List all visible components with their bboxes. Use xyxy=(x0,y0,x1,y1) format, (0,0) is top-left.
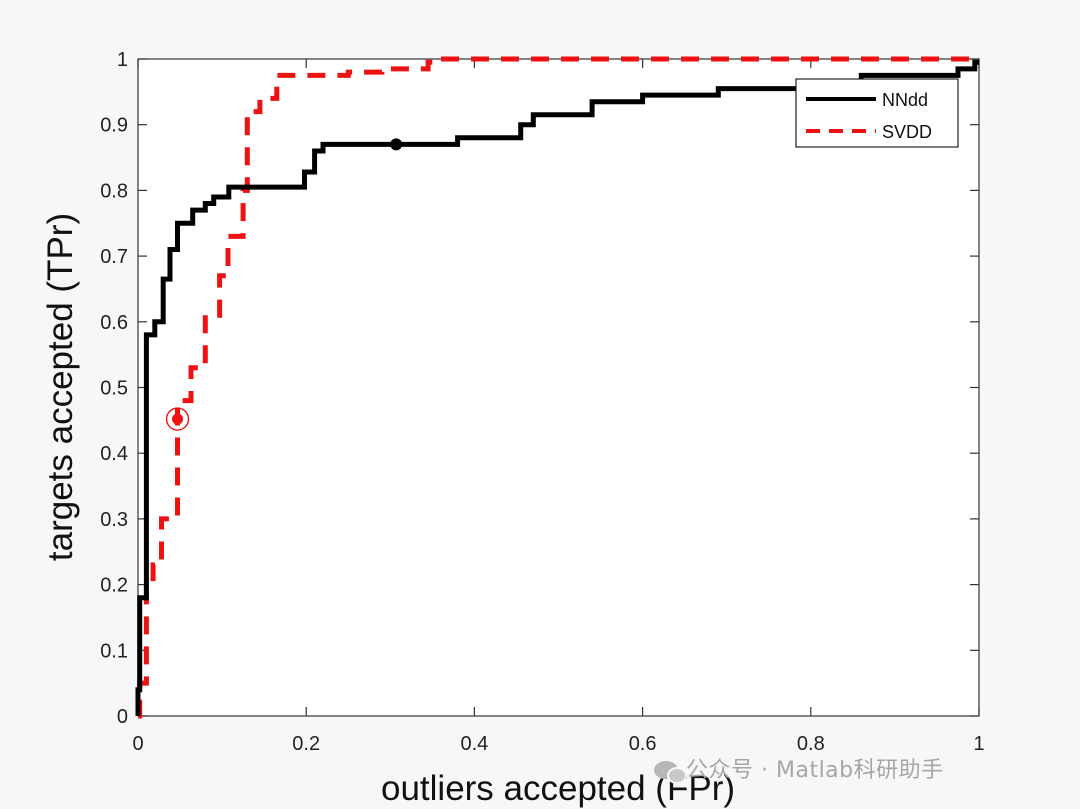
x-tick-label: 0.4 xyxy=(460,733,488,755)
wechat-icon xyxy=(654,761,687,784)
y-tick-label: 0.9 xyxy=(100,115,128,137)
watermark-text: 公众号 · Matlab科研助手 xyxy=(686,758,944,783)
y-tick-label: 0 xyxy=(117,706,128,728)
x-tick-label: 1 xyxy=(973,733,984,755)
y-tick-label: 0.3 xyxy=(100,509,128,531)
svdd-operating-point-ring xyxy=(165,407,190,431)
y-tick-label: 0.4 xyxy=(100,443,128,465)
x-tick-label: 0.8 xyxy=(797,733,825,755)
axis-ticks: 0 0.2 0.4 0.6 0.8 1 0 0.1 0.2 0.3 0.4 0.5 0.6 0.7 0.8 0… xyxy=(100,49,984,755)
y-tick-label: 0.2 xyxy=(100,575,128,597)
plot-area xyxy=(137,58,980,717)
y-tick-label: 0.5 xyxy=(100,378,128,400)
y-tick-label: 1 xyxy=(117,49,128,71)
series-layer xyxy=(135,56,979,719)
y-tick-label: 0.7 xyxy=(100,246,128,268)
svdd-operating-point xyxy=(172,413,184,425)
watermark: 公众号 · Matlab科研助手 xyxy=(654,752,944,784)
x-tick-label: 0.2 xyxy=(292,733,320,755)
y-axis-label: targets accepted (TPr) xyxy=(41,213,80,561)
x-tick-label: 0 xyxy=(132,733,143,755)
nndd-series-line xyxy=(135,59,979,716)
legend: NNdd SVDD xyxy=(795,78,959,148)
legend-label-nndd: NNdd xyxy=(882,90,928,110)
svdd-series-line xyxy=(137,56,979,719)
legend-box xyxy=(795,78,959,148)
legend-label-svdd: SVDD xyxy=(882,122,932,142)
x-tick-label: 0.6 xyxy=(629,733,657,755)
nndd-operating-point xyxy=(390,138,403,151)
y-tick-label: 0.6 xyxy=(100,312,128,334)
y-tick-label: 0.1 xyxy=(100,640,128,662)
y-tick-label: 0.8 xyxy=(100,180,128,202)
